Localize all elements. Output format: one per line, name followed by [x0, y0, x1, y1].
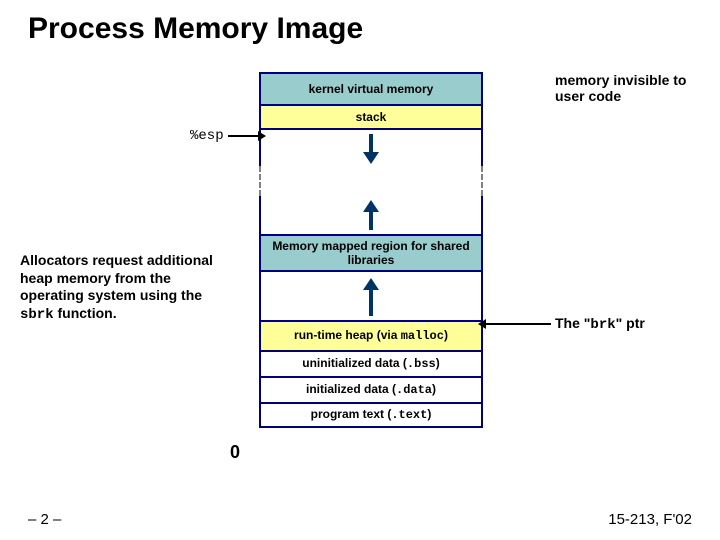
segment-mmap: Memory mapped region for shared librarie… — [259, 234, 483, 270]
brk-post: " ptr — [616, 315, 645, 331]
heap-grow-region — [259, 270, 483, 320]
brk-pre: The " — [555, 315, 590, 331]
segment-data: initialized data (.data) — [259, 376, 483, 402]
text-label-mono: .text — [391, 408, 427, 422]
annotation-brk-ptr: The "brk" ptr — [555, 315, 645, 333]
segment-stack: stack — [259, 104, 483, 128]
alloc-pre: Allocators request additional heap memor… — [20, 252, 213, 303]
pointer-line-icon — [483, 323, 551, 325]
brk-mono: brk — [590, 317, 615, 333]
text-label-pre: program text ( — [311, 407, 392, 421]
page-title: Process Memory Image — [28, 12, 363, 46]
heap-label-pre: run-time heap (via — [294, 328, 401, 342]
slide-number: – 2 – — [28, 511, 61, 528]
segment-kernel-vm: kernel virtual memory — [259, 72, 483, 104]
data-label-post: ) — [432, 382, 436, 396]
heap-label-post: ) — [444, 328, 448, 342]
pointer-arrowhead-icon — [478, 319, 486, 329]
bss-label-post: ) — [436, 356, 440, 370]
bss-label-pre: uninitialized data ( — [302, 356, 407, 370]
annotation-esp: %esp — [190, 128, 224, 144]
address-zero-label: 0 — [230, 442, 240, 463]
pointer-line-icon — [228, 135, 262, 137]
pointer-arrowhead-icon — [258, 131, 266, 141]
annotation-kvm-invisible: memory invisible to user code — [555, 72, 715, 104]
alloc-post: function. — [54, 305, 117, 321]
data-label-mono: .data — [396, 383, 432, 397]
alloc-mono: sbrk — [20, 307, 54, 323]
mmap-grow-region — [259, 196, 483, 234]
segment-heap: run-time heap (via malloc) — [259, 320, 483, 350]
course-label: 15-213, F'02 — [608, 511, 692, 528]
annotation-allocators: Allocators request additional heap memor… — [20, 252, 220, 324]
segment-text: program text (.text) — [259, 402, 483, 428]
bss-label-mono: .bss — [407, 357, 436, 371]
text-label-post: ) — [427, 407, 431, 421]
memory-diagram: kernel virtual memory stack Memory mappe… — [259, 72, 483, 428]
unmapped-gap — [259, 166, 483, 196]
heap-label-mono: malloc — [401, 329, 444, 343]
segment-bss: uninitialized data (.bss) — [259, 350, 483, 376]
data-label-pre: initialized data ( — [306, 382, 396, 396]
stack-grow-region — [259, 128, 483, 166]
